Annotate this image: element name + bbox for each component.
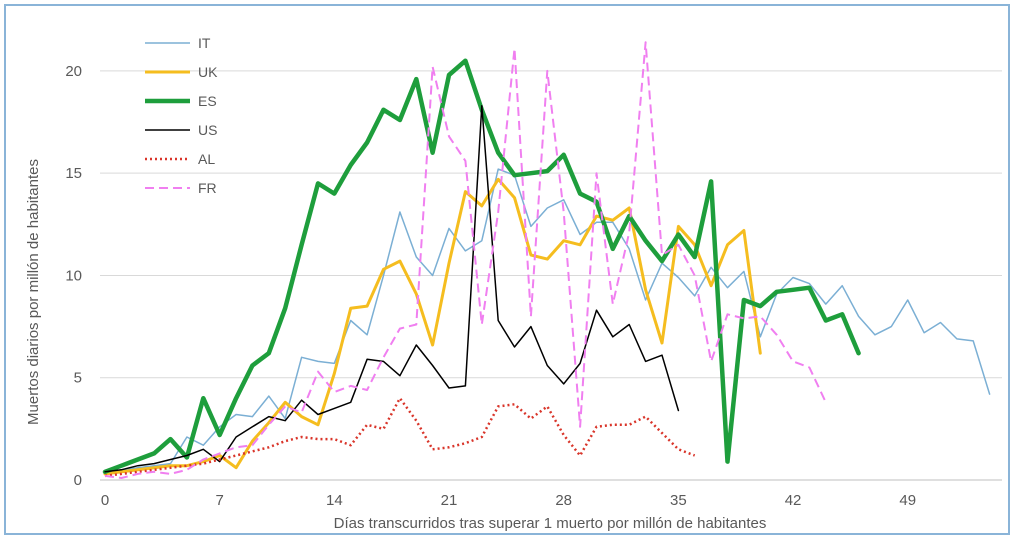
x-axis-title: Días transcurridos tras superar 1 muerto… xyxy=(334,515,767,532)
series-group xyxy=(102,41,991,479)
series-line-fr xyxy=(104,41,827,479)
gridlines xyxy=(100,70,1002,379)
series-line-al xyxy=(104,396,696,478)
x-tick-label: 49 xyxy=(899,492,916,509)
y-tick-label: 0 xyxy=(74,472,82,489)
legend-label: AL xyxy=(198,151,215,167)
y-tick-label: 10 xyxy=(65,267,82,284)
y-tick-label: 15 xyxy=(65,165,82,182)
y-axis-title: Muertos diarios por millón de habitantes xyxy=(25,159,42,425)
legend-label: IT xyxy=(198,35,211,51)
series-line-it xyxy=(104,168,991,475)
x-tick-label: 21 xyxy=(441,492,458,509)
legend-label: US xyxy=(198,122,217,138)
x-tick-label: 35 xyxy=(670,492,687,509)
series-line-uk xyxy=(103,177,762,476)
x-tick-labels: 0 7 14 21 28 35 42 49 xyxy=(101,492,916,509)
legend-label: FR xyxy=(198,180,217,196)
legend-label: UK xyxy=(198,64,218,80)
x-tick-label: 7 xyxy=(216,492,224,509)
y-tick-labels: 0 5 10 15 20 xyxy=(65,63,82,489)
series-line-us xyxy=(104,104,680,473)
y-tick-label: 5 xyxy=(74,370,82,387)
series-line-es xyxy=(102,58,861,475)
x-tick-label: 14 xyxy=(326,492,343,509)
y-tick-label: 20 xyxy=(65,63,82,80)
x-tick-label: 42 xyxy=(785,492,802,509)
legend: IT UK ES US AL FR xyxy=(145,35,218,196)
legend-label: ES xyxy=(198,93,217,109)
x-tick-label: 0 xyxy=(101,492,109,509)
chart-frame xyxy=(4,4,1010,535)
x-tick-label: 28 xyxy=(555,492,572,509)
